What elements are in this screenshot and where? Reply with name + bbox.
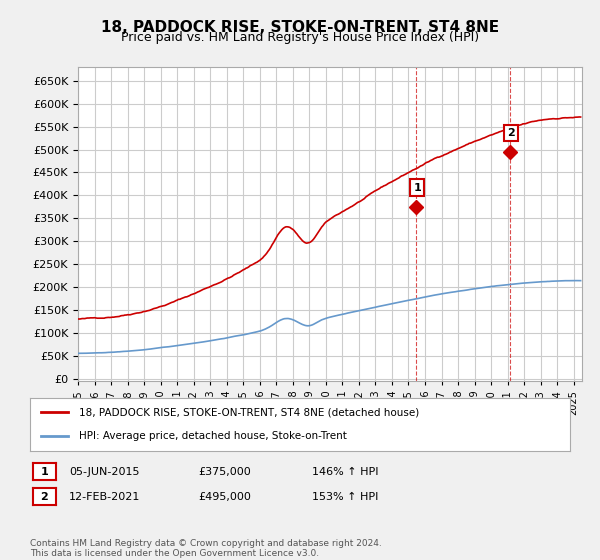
Text: 2: 2 bbox=[508, 128, 515, 138]
Text: 05-JUN-2015: 05-JUN-2015 bbox=[69, 466, 139, 477]
Text: 18, PADDOCK RISE, STOKE-ON-TRENT, ST4 8NE (detached house): 18, PADDOCK RISE, STOKE-ON-TRENT, ST4 8N… bbox=[79, 408, 419, 418]
Text: £375,000: £375,000 bbox=[198, 466, 251, 477]
Text: 1: 1 bbox=[41, 466, 48, 477]
Text: 18, PADDOCK RISE, STOKE-ON-TRENT, ST4 8NE: 18, PADDOCK RISE, STOKE-ON-TRENT, ST4 8N… bbox=[101, 20, 499, 35]
Text: 153% ↑ HPI: 153% ↑ HPI bbox=[312, 492, 379, 502]
Text: 1: 1 bbox=[413, 183, 421, 193]
Text: 12-FEB-2021: 12-FEB-2021 bbox=[69, 492, 140, 502]
Text: 2: 2 bbox=[41, 492, 48, 502]
Text: £495,000: £495,000 bbox=[198, 492, 251, 502]
Text: HPI: Average price, detached house, Stoke-on-Trent: HPI: Average price, detached house, Stok… bbox=[79, 431, 346, 441]
Text: Contains HM Land Registry data © Crown copyright and database right 2024.
This d: Contains HM Land Registry data © Crown c… bbox=[30, 539, 382, 558]
Text: 146% ↑ HPI: 146% ↑ HPI bbox=[312, 466, 379, 477]
Text: Price paid vs. HM Land Registry's House Price Index (HPI): Price paid vs. HM Land Registry's House … bbox=[121, 31, 479, 44]
